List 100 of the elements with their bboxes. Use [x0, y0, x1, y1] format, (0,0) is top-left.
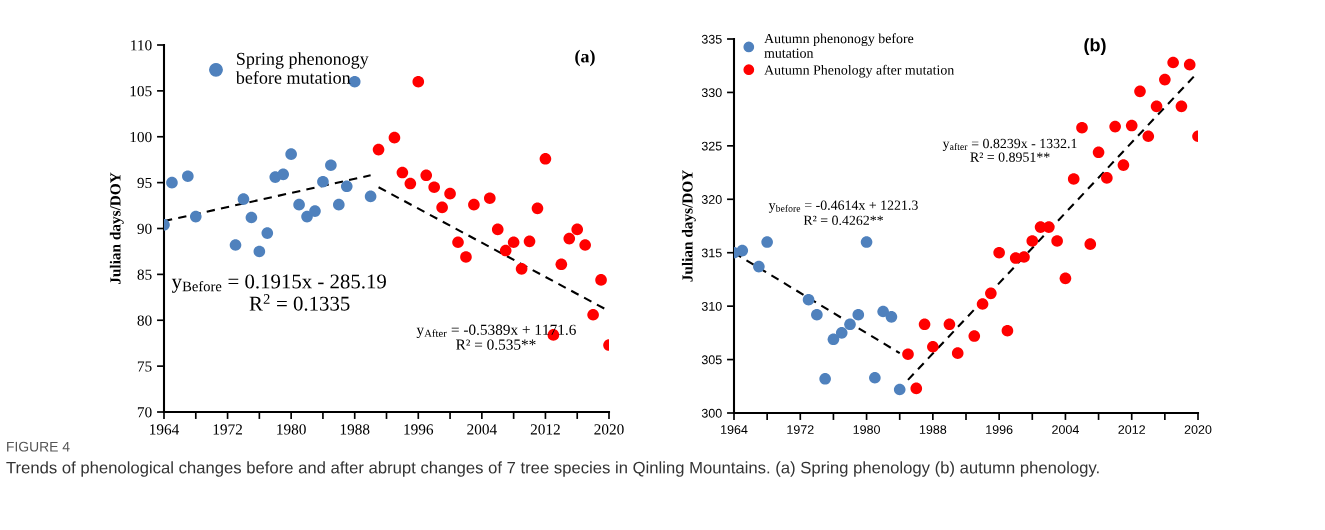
- point: [253, 245, 266, 258]
- point: [1076, 121, 1088, 134]
- point: [968, 330, 981, 342]
- point: [325, 159, 337, 171]
- point: [293, 198, 305, 211]
- point: [736, 244, 749, 257]
- text: Trends of phenological changes before and after abrupt changes of 7 tree species in Qinling Mountains. (a) Spring phenology (b) autumn phenology.: [6, 461, 1099, 477]
- point: [452, 236, 464, 249]
- point: [412, 75, 425, 88]
- point: [372, 143, 385, 156]
- point: [835, 327, 848, 339]
- point: [1092, 146, 1105, 159]
- x-tick-label: 1972: [787, 425, 814, 434]
- legend-label: Autumn phenonogy before mutation: [764, 33, 914, 58]
- annotation: y$_{after}$ = 0.8239x - 1332.1: [942, 138, 1077, 152]
- point: [491, 223, 504, 236]
- point: [827, 333, 840, 346]
- point: [1067, 173, 1080, 185]
- point: [277, 168, 290, 181]
- point: [555, 258, 568, 271]
- point: [333, 198, 345, 211]
- y-tick-label: 330: [701, 88, 722, 98]
- y-tick-label: 300: [701, 408, 722, 418]
- y-axis-title: Julian days/DOY: [681, 170, 696, 282]
- point: [1167, 56, 1179, 69]
- y-tick-label: 335: [701, 34, 722, 44]
- point: [1117, 159, 1130, 171]
- annotation: R² = 0.4262**: [803, 215, 883, 226]
- point: [396, 166, 409, 179]
- point: [364, 190, 377, 203]
- x-tick-label: 2020: [594, 424, 624, 435]
- x-tick-label: 1996: [404, 424, 434, 435]
- point: [852, 308, 865, 321]
- point: [985, 287, 997, 300]
- y-tick-label: 85: [137, 269, 152, 280]
- y-tick-label: 325: [701, 141, 722, 151]
- point: [918, 318, 931, 331]
- point: [388, 131, 401, 144]
- point: [1051, 235, 1063, 247]
- x-tick-label: 1964: [721, 425, 748, 434]
- y-axis-title: Julian days/DOY: [109, 172, 124, 285]
- point: [237, 193, 250, 205]
- y-tick-label: 95: [137, 177, 152, 189]
- y-tick-label: 70: [137, 407, 152, 418]
- y-tick-label: 75: [137, 361, 152, 372]
- caption: FIGURE 4: [7, 441, 70, 452]
- x-tick-label: 1988: [919, 425, 947, 434]
- y-tick-label: 110: [131, 40, 152, 51]
- chart-title: (b): [1084, 38, 1106, 55]
- point: [802, 293, 815, 306]
- x-tick-label: 2020: [1184, 425, 1212, 434]
- y-tick-label: 305: [701, 355, 722, 365]
- point: [869, 371, 881, 384]
- point: [993, 246, 1005, 259]
- x-tick-label: 1988: [340, 424, 370, 435]
- point: [1018, 251, 1030, 263]
- point: [877, 305, 889, 318]
- point: [761, 236, 773, 248]
- x-tick-label: 1980: [277, 424, 306, 435]
- point: [819, 373, 831, 385]
- annotation: R² = 0.535**: [456, 339, 536, 350]
- y-tick-label: 80: [137, 315, 152, 326]
- y-tick-label: 100: [130, 131, 152, 143]
- point: [927, 340, 939, 353]
- point: [1159, 73, 1171, 86]
- point: [229, 239, 242, 251]
- point: [1134, 85, 1146, 98]
- x-tick-label: 1972: [213, 424, 243, 435]
- point: [1142, 130, 1155, 143]
- point: [428, 181, 440, 194]
- annotation: y$_{After}$ = -0.5389x + 1171.6: [416, 324, 576, 339]
- chart-title: (a): [575, 49, 595, 67]
- point: [1109, 120, 1121, 133]
- point: [499, 244, 512, 257]
- point: [531, 202, 544, 215]
- point: [301, 210, 313, 223]
- point: [885, 311, 898, 323]
- point: [539, 152, 552, 165]
- legend-label: Autumn Phenology after mutation: [764, 64, 955, 78]
- point: [483, 192, 496, 205]
- point: [1150, 100, 1163, 113]
- y-tick-label: 105: [130, 86, 152, 97]
- x-tick-label: 1964: [150, 424, 180, 435]
- x-tick-label: 2004: [1052, 425, 1079, 434]
- point: [523, 235, 536, 248]
- point: [309, 205, 321, 217]
- point: [811, 308, 823, 321]
- point: [468, 198, 480, 211]
- point: [595, 274, 607, 286]
- point: [1101, 172, 1113, 184]
- point: [340, 180, 353, 193]
- point: [245, 211, 258, 224]
- point: [436, 201, 448, 214]
- annotation: R² = 0.8951**: [970, 152, 1050, 162]
- point: [571, 223, 584, 236]
- point: [902, 348, 914, 361]
- point: [943, 318, 956, 331]
- point: [893, 383, 906, 396]
- y-tick-label: 310: [701, 301, 722, 311]
- point: [951, 347, 964, 359]
